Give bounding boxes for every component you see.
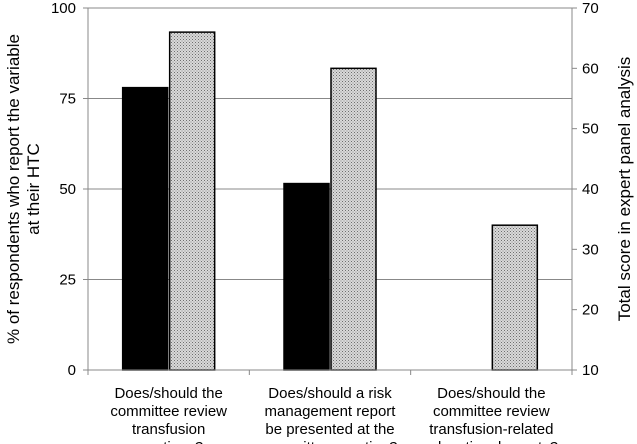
right-tick-label: 40 [582,181,599,198]
score-bar-1 [168,31,216,371]
left-tick-label: 75 [59,91,76,108]
category-label-line: committee meeting? [262,439,397,444]
category-label-line: educational events? [425,439,558,444]
category-label-line: committee review [433,403,550,420]
category-label-line: transfusion-related [429,421,553,438]
category-label-line: Does/should a risk [268,385,392,402]
axis-titles: % of respondents who report the variable… [4,34,634,344]
category-label-line: Does/should the [437,385,545,402]
left-axis-title-line: at their HTC [24,143,43,235]
right-axis-title: Total score in expert panel analysis [615,57,634,322]
category-labels: Does/should the committee review transfusi… [110,385,558,444]
left-tick-label: 25 [59,272,76,289]
category-label-line: transfusion [132,421,205,438]
right-tick-label: 50 [582,121,599,138]
left-axis-ticks: 0 25 50 75 100 [51,0,88,379]
category-label-3: Does/should the committee review transfusi… [425,385,558,444]
category-label-1: Does/should the committee review transfusi… [110,385,227,444]
respondents-bar-2 [283,182,330,371]
right-tick-label: 20 [582,302,599,319]
category-label-line: reactions? [134,439,203,444]
right-tick-label: 70 [582,0,599,17]
bars [121,31,539,371]
right-axis-ticks: 10 20 30 40 50 60 70 [572,0,599,379]
gridlines [88,98,572,280]
right-tick-label: 30 [582,241,599,258]
category-label-line: committee review [110,403,227,420]
score-bar-3 [491,224,539,371]
category-label-line: Does/should the [114,385,222,402]
category-label-line: be presented at the [265,421,394,438]
left-axis-title: % of respondents who report the variable… [4,34,43,344]
right-tick-label: 60 [582,60,599,77]
left-tick-label: 50 [59,181,76,198]
right-tick-label: 10 [582,362,599,379]
left-tick-label: 0 [68,362,76,379]
score-bar-2 [330,67,377,371]
respondents-bar-1 [121,86,169,371]
left-axis-title-line: % of respondents who report the variable [4,34,23,344]
category-label-2: Does/should a risk management report be pr… [262,385,397,444]
category-label-line: management report [265,403,397,420]
left-tick-label: 100 [51,0,76,17]
